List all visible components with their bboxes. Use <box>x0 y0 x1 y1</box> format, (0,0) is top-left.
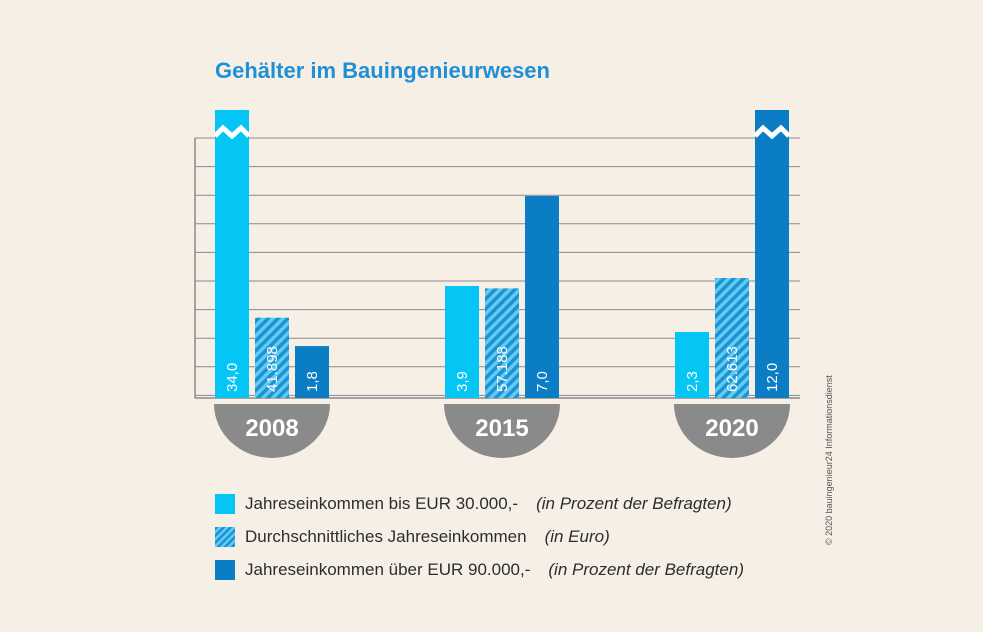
bar-value-label: 34,0 <box>224 363 241 392</box>
legend-item: Jahreseinkommen bis EUR 30.000,- (in Pro… <box>215 493 744 514</box>
bar-value-label: 12,0 <box>764 363 781 392</box>
bar-2008-series-1 <box>215 110 249 398</box>
credit-text: © 2020 bauingenieur24 Informationsdienst <box>824 375 834 545</box>
bar-2015-series-3 <box>525 196 559 398</box>
bar-2015-series-1 <box>445 286 479 398</box>
bar-2008-series-2 <box>255 317 289 398</box>
legend-swatch-hatched <box>215 526 235 547</box>
axis-break-mark <box>753 124 791 140</box>
category-label: 2008 <box>245 415 298 442</box>
bars: 34,0 41.898 1,8 3,9 57.188 7,0 2,3 62.613 12,0 <box>213 110 791 398</box>
bar-value-label: 2,3 <box>684 371 701 392</box>
legend-note: (in Euro) <box>544 526 610 546</box>
legend-note: (in Prozent der Befragten) <box>536 493 732 513</box>
legend-label: Jahreseinkommen bis EUR 30.000,- <box>245 493 519 513</box>
bar-value-label: 57.188 <box>494 346 511 392</box>
legend-note: (in Prozent der Befragten) <box>548 559 744 579</box>
bar-value-label: 3,9 <box>454 371 471 392</box>
bar-value-label: 1,8 <box>304 371 321 392</box>
category-label: 2015 <box>475 415 528 442</box>
bar-2020-series-2 <box>715 278 749 398</box>
legend-swatch-light <box>215 493 235 514</box>
year-badges: 2008 2015 2020 <box>214 404 790 458</box>
legend-label: Jahreseinkommen über EUR 90.000,- <box>245 559 531 579</box>
year-badge <box>444 404 560 458</box>
legend-label: Durchschnittliches Jahreseinkommen <box>245 526 527 546</box>
legend-swatch-dark <box>215 559 235 580</box>
category-label: 2020 <box>705 415 758 442</box>
bar-2020-series-1 <box>675 331 709 398</box>
legend-item: Durchschnittliches Jahreseinkommen (in E… <box>215 526 744 547</box>
chart-title: Gehälter im Bauingenieurwesen <box>215 58 550 83</box>
axis-break-mark <box>213 124 251 140</box>
bar-value-label: 62.613 <box>724 346 741 392</box>
bar-2008-series-3 <box>295 346 329 398</box>
legend: Jahreseinkommen bis EUR 30.000,- (in Pro… <box>215 493 744 592</box>
bar-value-label: 41.898 <box>264 346 281 392</box>
bar-value-label: 7,0 <box>534 371 551 392</box>
legend-item: Jahreseinkommen über EUR 90.000,- (in Pr… <box>215 559 744 580</box>
year-badge <box>674 404 790 458</box>
bar-2015-series-2 <box>485 288 519 398</box>
bar-2020-series-3 <box>755 110 789 398</box>
year-badge <box>214 404 330 458</box>
